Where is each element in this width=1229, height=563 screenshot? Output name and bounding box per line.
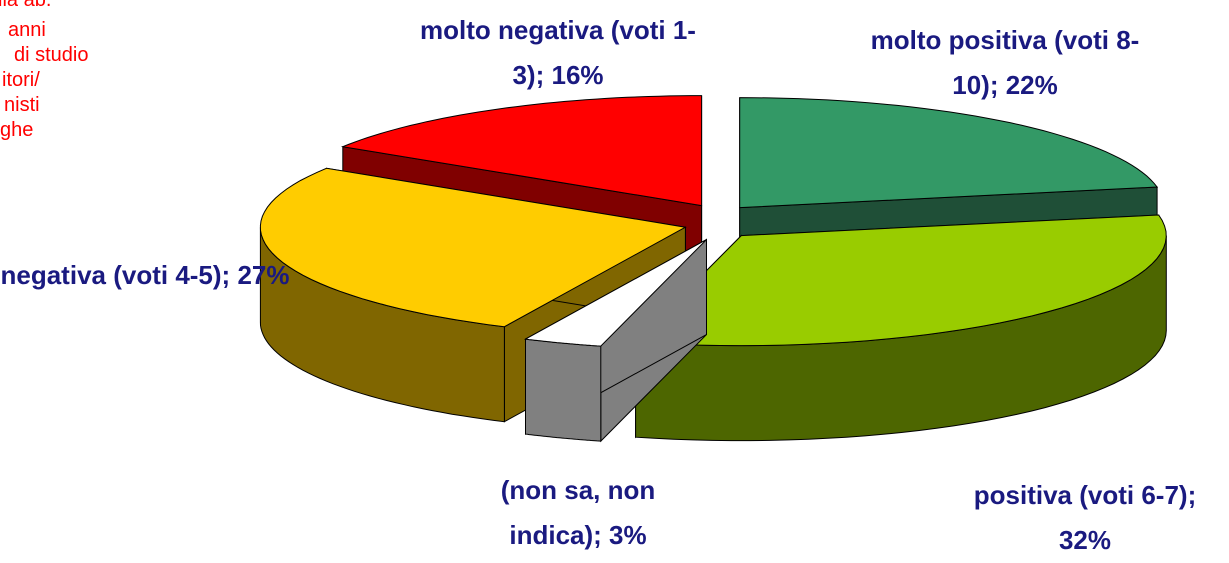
value-label: 16% bbox=[551, 60, 604, 90]
annotation: anni bbox=[8, 19, 46, 41]
value-label: 3% bbox=[609, 520, 647, 550]
slice-label: molto negativa (voti 1-3); 16% bbox=[413, 8, 703, 98]
value-label: 27% bbox=[237, 260, 290, 290]
category-label: positiva (voti 6-7); bbox=[973, 480, 1197, 510]
annotation: di studio bbox=[14, 44, 89, 66]
pie-slice bbox=[523, 238, 707, 443]
slice-outer-wall bbox=[525, 338, 602, 442]
annotation: nisti bbox=[4, 94, 40, 116]
category-label: molto negativa (voti 1-3); bbox=[420, 15, 696, 90]
pie-slice bbox=[634, 214, 1167, 442]
annotation: lia ab. bbox=[0, 0, 52, 11]
slice-top bbox=[259, 167, 687, 328]
category-label: negativa (voti 4-5); bbox=[0, 260, 231, 290]
value-label: 32% bbox=[1058, 525, 1112, 555]
slice-label: (non sa, non indica); 3% bbox=[473, 468, 683, 558]
category-label: molto positiva (voti 8-10); bbox=[870, 25, 1140, 100]
annotation: ghe bbox=[0, 119, 34, 141]
slice-label: molto positiva (voti 8-10); 22% bbox=[855, 18, 1155, 108]
category-label: (non sa, non indica); bbox=[500, 475, 656, 550]
slice-label: negativa (voti 4-5); 27% bbox=[0, 253, 295, 298]
slice-top bbox=[634, 214, 1167, 347]
slice-top bbox=[340, 95, 703, 207]
slice-top bbox=[739, 97, 1159, 209]
value-label: 22% bbox=[1005, 70, 1058, 100]
annotation: itori/ bbox=[2, 69, 40, 91]
chart bbox=[259, 95, 1167, 443]
slice-label: positiva (voti 6-7); 32% bbox=[945, 473, 1225, 563]
page: (() => { const data = JSON.parse(documen… bbox=[0, 0, 1197, 555]
slice-top bbox=[523, 239, 707, 347]
